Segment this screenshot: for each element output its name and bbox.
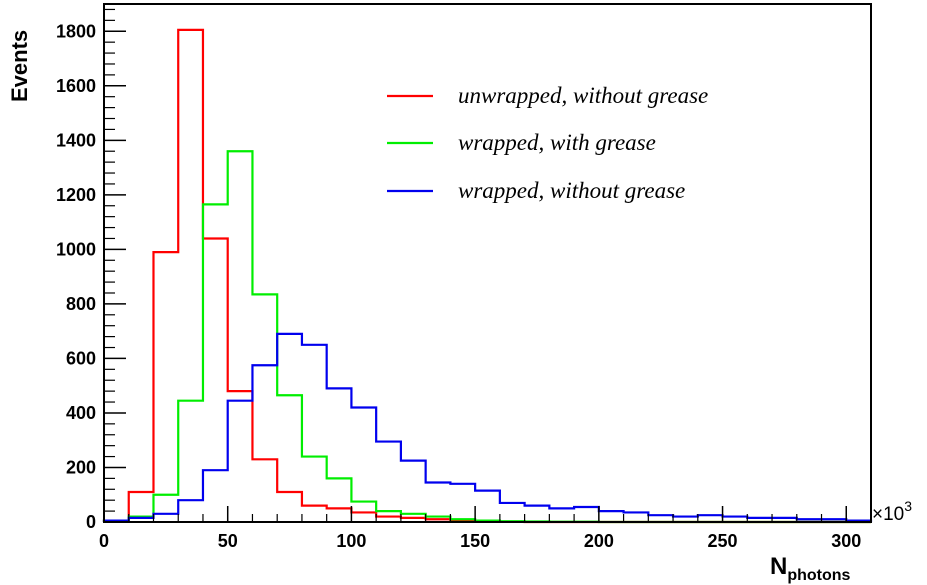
- x-tick-label: 100: [336, 531, 366, 551]
- y-tick-label: 600: [66, 348, 96, 368]
- x-tick-label: 250: [708, 531, 738, 551]
- legend-label-1: unwrapped, without grease: [458, 83, 708, 108]
- x-multiplier-exponent: 3: [904, 498, 912, 514]
- x-tick-label: 200: [584, 531, 614, 551]
- plot-frame: [103, 3, 872, 523]
- y-tick-label: 1600: [56, 76, 96, 96]
- y-tick-label: 1800: [56, 21, 96, 41]
- x-axis-title: Nphotons: [770, 553, 851, 584]
- y-tick-label: 0: [86, 512, 96, 532]
- x-axis-title-main: N: [770, 553, 787, 580]
- x-tick-label: 50: [218, 531, 238, 551]
- y-tick-label: 1200: [56, 185, 96, 205]
- axis-layer: 0 200 400 600 800 1000 1200 1400 1600 1800 0 50 100 1…: [56, 8, 872, 551]
- x-multiplier-base: ×10: [872, 504, 904, 525]
- legend-label-2: wrapped, with grease: [458, 130, 656, 155]
- y-tick-label: 1400: [56, 130, 96, 150]
- legend: unwrapped, without grease wrapped, with g…: [387, 83, 708, 203]
- x-tick-label: 150: [460, 531, 490, 551]
- x-axis-multiplier: ×103: [872, 498, 912, 525]
- y-tick-label: 400: [66, 403, 96, 423]
- series-line-2: [102, 150, 871, 524]
- y-tick-label: 200: [66, 457, 96, 477]
- x-axis-title-subscript: photons: [787, 567, 850, 584]
- y-tick-label: 1000: [56, 239, 96, 259]
- y-axis-title: Events: [7, 30, 32, 102]
- x-tick-label: 0: [99, 531, 109, 551]
- series-line-3: [102, 332, 873, 522]
- x-tick-label: 300: [831, 531, 861, 551]
- legend-label-3: wrapped, without grease: [458, 178, 685, 203]
- y-tick-label: 800: [66, 294, 96, 314]
